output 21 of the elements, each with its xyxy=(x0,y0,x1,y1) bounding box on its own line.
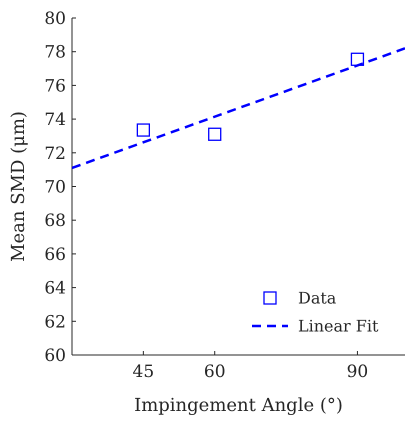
y-tick-label: 68 xyxy=(44,211,66,232)
y-tick-label: 60 xyxy=(44,346,66,366)
y-tick-label: 62 xyxy=(44,312,66,332)
x-tick-label: 45 xyxy=(132,362,154,382)
y-tick-label: 80 xyxy=(44,8,66,29)
point xyxy=(136,123,150,137)
point xyxy=(350,52,364,66)
y-tick-label: 66 xyxy=(44,244,66,265)
point xyxy=(208,128,222,141)
x-tick-label: 90 xyxy=(346,362,368,382)
legend-label: Linear Fit xyxy=(298,316,380,336)
y-tick-label: 72 xyxy=(44,144,66,164)
y-axis-title: Mean SMD (μm) xyxy=(8,111,29,262)
y-tick-label: 74 xyxy=(44,110,66,130)
x-tick-label: 60 xyxy=(204,362,226,382)
legend-label: Data xyxy=(298,288,337,308)
y-tick-label: 76 xyxy=(44,76,66,96)
y-tick-label: 70 xyxy=(44,177,66,198)
y-tick-label: 78 xyxy=(44,42,66,63)
y-tick-label: 64 xyxy=(44,278,66,299)
x-axis-title: Impingement Angle (°) xyxy=(134,395,343,416)
